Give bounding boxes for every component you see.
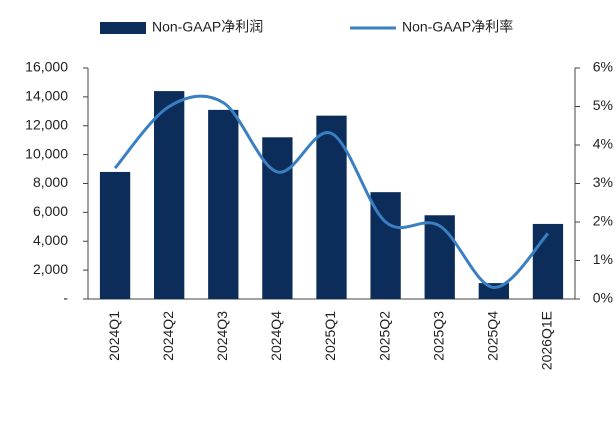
x-tick-label: 2026Q1E xyxy=(539,311,555,370)
y-tick-label: 10,000 xyxy=(25,145,68,161)
y-tick-label: 8,000 xyxy=(33,174,68,190)
y-tick-label: 4,000 xyxy=(33,232,68,248)
x-tick-label: 2025Q2 xyxy=(376,311,392,361)
line xyxy=(113,94,550,289)
y-tick-label: 16,000 xyxy=(25,59,68,75)
x-tick-label: 2025Q3 xyxy=(430,311,446,361)
bar xyxy=(424,215,455,299)
y2-tick-label: 5% xyxy=(593,97,613,113)
y2-tick-label: 4% xyxy=(593,136,613,152)
bar xyxy=(532,223,564,299)
bar xyxy=(99,171,131,299)
y-tick-label: 12,000 xyxy=(25,116,68,132)
x-tick-label: 2025Q1 xyxy=(322,311,338,361)
bar xyxy=(208,109,239,300)
bar xyxy=(262,137,293,299)
y2-tick-label: 1% xyxy=(593,251,613,267)
x-tick-label: 2024Q4 xyxy=(268,311,284,361)
y2-tick-label: 0% xyxy=(593,290,613,306)
bar xyxy=(316,115,347,299)
legend-label: Non-GAAP净利率 xyxy=(402,19,513,35)
y-tick-label: 14,000 xyxy=(25,88,68,104)
y2-tick-label: 6% xyxy=(593,59,613,75)
legend-swatch xyxy=(100,22,146,34)
bar xyxy=(154,91,185,299)
x-tick-label: 2025Q4 xyxy=(485,311,501,361)
legend-label: Non-GAAP净利润 xyxy=(152,19,263,35)
y-tick-label: - xyxy=(63,290,68,306)
x-tick-label: 2024Q3 xyxy=(214,311,230,361)
y-tick-label: 2,000 xyxy=(33,261,68,277)
x-tick-label: 2024Q1 xyxy=(106,311,122,361)
y2-tick-label: 3% xyxy=(593,174,613,190)
x-tick-label: 2024Q2 xyxy=(160,311,176,361)
y2-tick-label: 2% xyxy=(593,213,613,229)
y-tick-label: 6,000 xyxy=(33,203,68,219)
